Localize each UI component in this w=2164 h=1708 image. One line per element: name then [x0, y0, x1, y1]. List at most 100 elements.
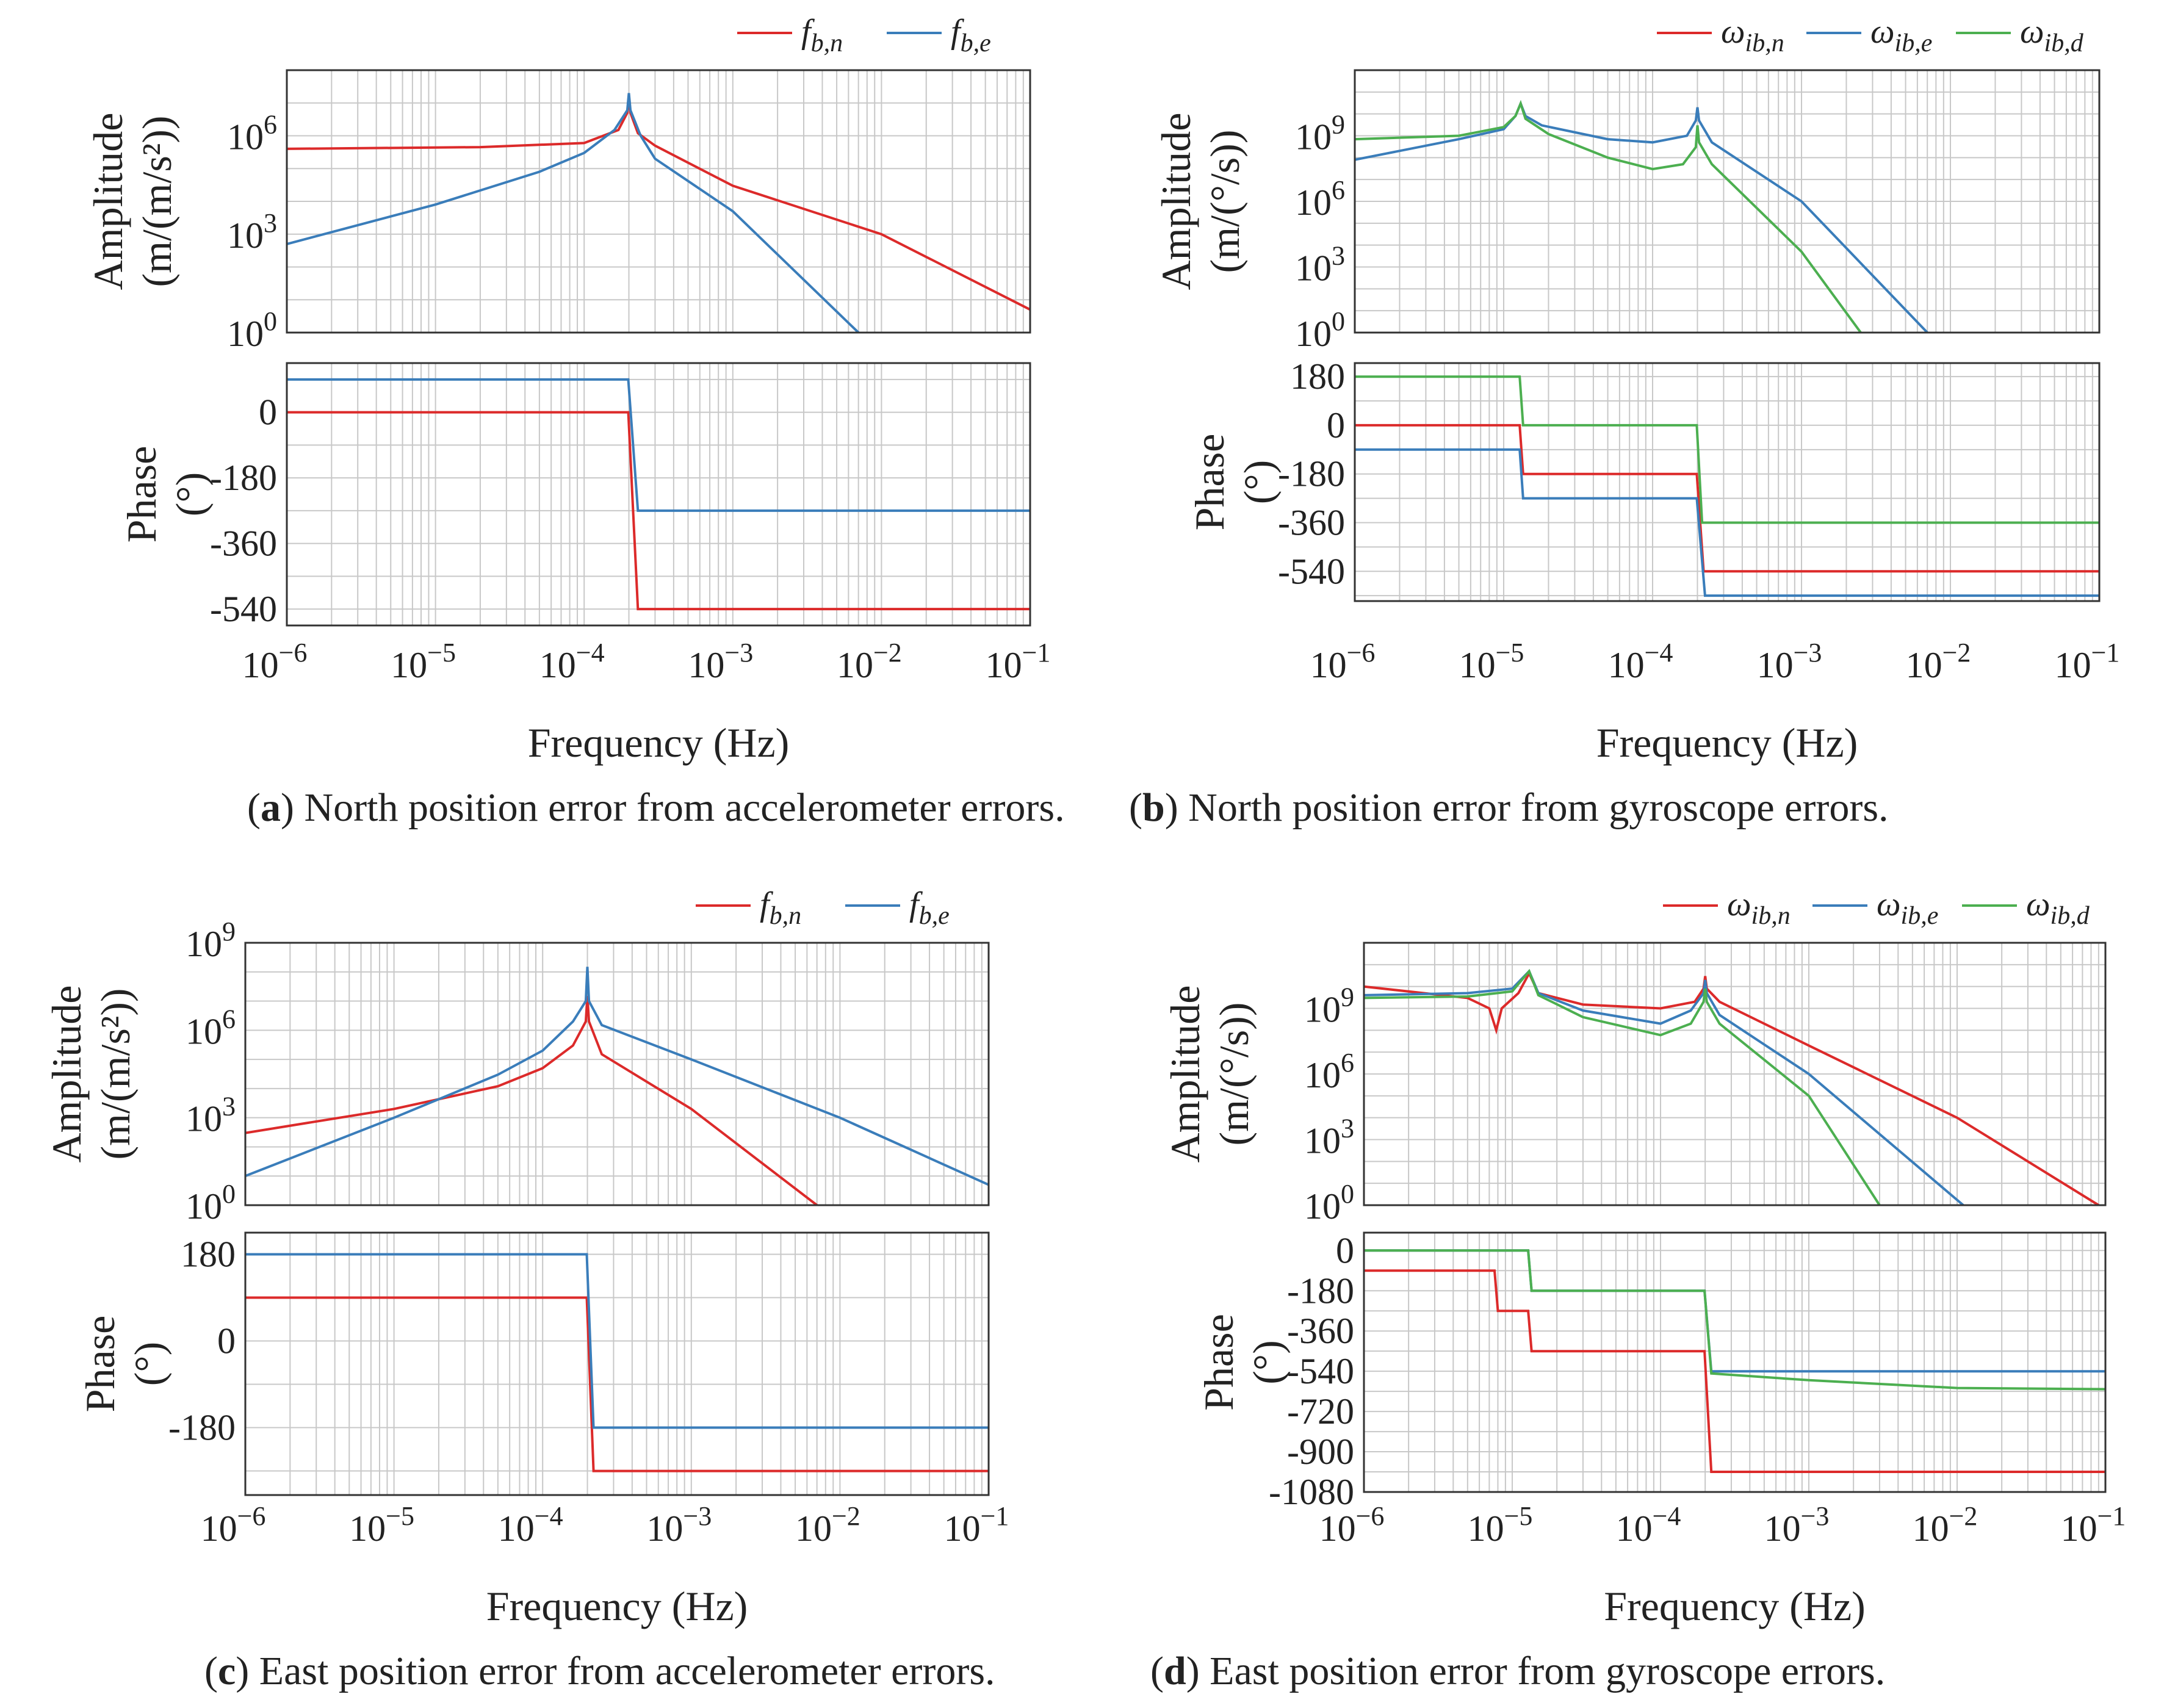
x-tick-label: 10−1 [986, 638, 1051, 685]
phase-axis-unit: (°) [1244, 1340, 1291, 1384]
legend: fb,n fb,e [696, 885, 950, 930]
phase-series-1 [245, 1296, 989, 1472]
x-tick-label: 10−2 [1913, 1501, 1978, 1549]
legend-label: ωib,e [1877, 885, 1938, 930]
y-tick-label: -540 [210, 589, 277, 629]
x-tick-label: 10−5 [1468, 1501, 1533, 1549]
phase-axis-unit: (°) [167, 472, 214, 516]
y-tick-label: -360 [1287, 1311, 1354, 1351]
y-tick-label: 109 [1304, 982, 1354, 1030]
y-tick-label: -900 [1287, 1432, 1354, 1472]
x-tick-label: 10−5 [1459, 638, 1524, 685]
x-tick-label: 10−1 [2055, 638, 2120, 685]
phase-series-1 [1364, 1269, 2105, 1473]
phase-series-3 [1364, 1249, 2105, 1391]
y-tick-label: 0 [1336, 1230, 1354, 1270]
legend-label: ωib,e [1870, 13, 1932, 57]
amplitude-axis-label: Amplitude [85, 113, 131, 290]
phase-axis-unit: (°) [1235, 460, 1282, 504]
legend-label: fb,n [801, 13, 843, 57]
phase-frame [286, 362, 1031, 627]
y-tick-label: 100 [227, 306, 277, 354]
y-tick-label: -180 [168, 1408, 236, 1448]
amplitude-series-3 [1355, 99, 1862, 333]
amplitude-series-2 [245, 967, 989, 1186]
phase-axis-label: Phase [1196, 1314, 1242, 1411]
legend-label: fb,e [909, 885, 950, 930]
y-tick-label: -540 [1287, 1351, 1354, 1391]
phase-subplot: 180 0 -180 -360 -540 Phase (°) [1186, 356, 2101, 602]
y-tick-label: 106 [1304, 1048, 1354, 1095]
phase-frame [1354, 362, 2101, 602]
amplitude-series-2 [1355, 100, 1928, 333]
x-tick-label: 10−4 [498, 1501, 563, 1549]
phase-subplot: 0 -180 -360 -540 Phase (°) [118, 362, 1031, 629]
phase-axis-label: Phase [1186, 434, 1233, 531]
amplitude-subplot: 100 103 106 Amplitude (m/(m/s²)) [85, 69, 1031, 354]
x-tick-label: 10−4 [1616, 1501, 1681, 1549]
y-tick-label: 0 [1327, 405, 1345, 445]
phase-series-2 [287, 378, 1030, 512]
y-tick-label: 106 [1295, 175, 1345, 223]
legend-label: ωib,n [1721, 13, 1784, 57]
phase-frame [1363, 1231, 2107, 1493]
amplitude-subplot: 100 103 106 109 Amplitude (m/(°/s)) [1162, 942, 2107, 1227]
y-tick-label: 103 [186, 1092, 236, 1139]
phase-axis-unit: (°) [126, 1342, 172, 1386]
y-tick-label: -360 [1278, 502, 1345, 542]
x-tick-label: 10−3 [646, 1501, 712, 1549]
legend-label: fb,e [951, 13, 991, 57]
x-tick-label: 10−6 [201, 1501, 266, 1549]
x-axis-label: Frequency (Hz) [528, 719, 790, 766]
x-tick-label: 10−4 [539, 638, 605, 685]
x-tick-label: 10−2 [1906, 638, 1971, 685]
x-tick-label: 10−5 [391, 638, 456, 685]
legend: ωib,n ωib,e ωib,d [1663, 885, 2090, 930]
x-tick-label: 10−2 [795, 1501, 860, 1549]
x-tick-label: 10−6 [242, 638, 308, 685]
amplitude-axis-label: Amplitude [1162, 986, 1208, 1163]
amplitude-axis-label: Amplitude [1153, 113, 1199, 290]
panel-caption: (a) North position error from accelerome… [247, 785, 1065, 830]
x-tick-label: 10−4 [1608, 638, 1673, 685]
amplitude-series-2 [1364, 969, 1964, 1205]
x-tick-label: 10−6 [1310, 638, 1376, 685]
panel-c: 100 103 106 109 Amplitude (m/(m/s²)) 180 0 -180 P… [43, 885, 1009, 1693]
amplitude-axis-unit: (m/(°/s)) [1202, 130, 1248, 273]
amplitude-axis-label: Amplitude [43, 986, 90, 1163]
y-tick-label: -360 [210, 524, 277, 564]
y-tick-label: -1080 [1269, 1472, 1354, 1512]
legend: ωib,n ωib,e ωib,d [1657, 13, 2084, 57]
x-axis-label: Frequency (Hz) [486, 1583, 748, 1629]
y-tick-label: 106 [227, 110, 277, 157]
y-tick-label: 103 [1304, 1114, 1354, 1161]
y-tick-label: 100 [186, 1179, 236, 1227]
x-axis-label: Frequency (Hz) [1604, 1583, 1866, 1629]
phase-series-3 [1355, 375, 2099, 524]
y-tick-label: -180 [1278, 454, 1345, 494]
amplitude-series-2 [287, 93, 860, 333]
y-tick-label: 109 [186, 917, 236, 964]
x-tick-label: 10−6 [1319, 1501, 1385, 1549]
amplitude-axis-unit: (m/(m/s²)) [92, 989, 139, 1160]
y-tick-label: -180 [210, 458, 277, 498]
y-tick-label: 100 [1304, 1179, 1354, 1227]
x-tick-label: 10−5 [349, 1501, 414, 1549]
x-tick-label: 10−1 [944, 1501, 1009, 1549]
phase-series-1 [287, 411, 1030, 611]
x-tick-label: 10−2 [837, 638, 902, 685]
amplitude-series-1 [287, 97, 1030, 311]
panel-caption: (d) East position error from gyroscope e… [1150, 1649, 1885, 1693]
legend-label: ωib,n [1727, 885, 1791, 930]
y-tick-label: 0 [217, 1321, 236, 1361]
y-tick-label: -540 [1278, 551, 1345, 591]
amplitude-frame [286, 69, 1031, 334]
phase-series-2 [1355, 448, 2099, 597]
phase-series-2 [245, 1253, 989, 1429]
panel-caption: (c) East position error from acceleromet… [204, 1649, 995, 1693]
legend-label: ωib,d [2020, 13, 2084, 57]
y-tick-label: -720 [1287, 1391, 1354, 1432]
legend-label: fb,n [760, 885, 801, 930]
y-tick-label: 109 [1295, 110, 1345, 157]
